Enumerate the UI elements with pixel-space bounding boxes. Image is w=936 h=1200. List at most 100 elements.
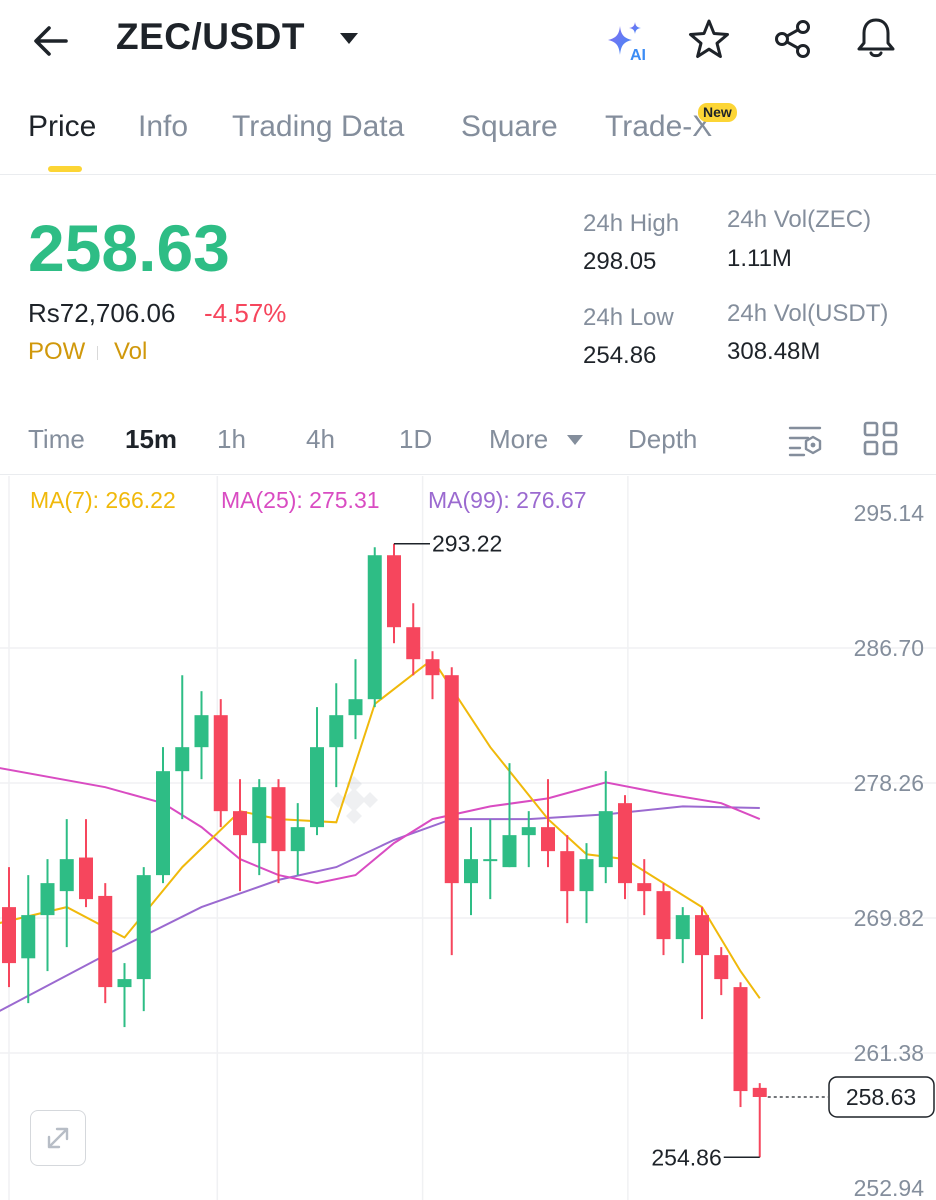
candle xyxy=(675,907,690,964)
change-percent: -4.57% xyxy=(204,298,287,328)
candle xyxy=(618,795,632,900)
candle xyxy=(752,1083,767,1158)
ma25-label: MA(25): 275.31 xyxy=(221,487,380,513)
divider xyxy=(0,474,936,475)
ma7-label: MA(7): 266.22 xyxy=(30,487,176,513)
fiat-price: Rs72,706.06 xyxy=(28,298,176,328)
candle xyxy=(271,779,286,884)
candle xyxy=(560,835,575,924)
candle-body xyxy=(502,835,517,868)
share-icon[interactable] xyxy=(770,16,816,62)
pair-selector[interactable]: ZEC/USDT xyxy=(116,16,305,57)
candle-body xyxy=(598,811,613,868)
tab-price[interactable]: Price xyxy=(28,110,97,143)
candle xyxy=(425,651,440,700)
candle xyxy=(502,763,517,868)
candlestick-chart[interactable]: 293.22 254.86 258.63 295.14 286.70 278.26 269… xyxy=(0,476,936,1200)
divider xyxy=(0,174,936,175)
candle-body xyxy=(656,891,671,940)
indicator-settings-icon[interactable] xyxy=(786,420,826,460)
candle xyxy=(290,803,305,876)
tab-info[interactable]: Info xyxy=(138,110,189,143)
star-icon[interactable] xyxy=(686,16,732,62)
expand-icon xyxy=(47,1127,69,1149)
candle xyxy=(733,982,748,1108)
tf-15m[interactable]: 15m xyxy=(125,424,178,454)
candle-body xyxy=(521,827,536,836)
candle xyxy=(156,747,170,884)
candle-body xyxy=(733,987,748,1092)
candle xyxy=(714,947,729,996)
candle xyxy=(637,859,652,916)
candle-body xyxy=(425,659,440,676)
candle xyxy=(598,771,613,884)
tab-square[interactable]: Square xyxy=(461,110,558,143)
candle-body xyxy=(714,955,729,980)
candle-body xyxy=(194,715,209,748)
fullscreen-button[interactable] xyxy=(30,1110,86,1166)
tag-pow[interactable]: POW xyxy=(28,338,86,365)
tag-separator xyxy=(97,346,98,360)
stat-high-value: 298.05 xyxy=(583,248,657,275)
ai-label: AI xyxy=(630,47,646,64)
tf-4h[interactable]: 4h xyxy=(306,424,335,454)
tab-trade-x[interactable]: Trade-X xyxy=(605,110,713,143)
candle xyxy=(79,819,93,908)
stat-vol-base-value: 1.11M xyxy=(727,245,792,272)
last-price: 258.63 xyxy=(28,211,230,285)
tab-trading-data[interactable]: Trading Data xyxy=(232,110,405,143)
candle xyxy=(444,667,459,956)
back-arrow-icon[interactable] xyxy=(28,18,74,64)
tf-time[interactable]: Time xyxy=(28,424,85,454)
candle xyxy=(521,811,536,868)
candle-body xyxy=(367,555,382,700)
ai-sparkle-icon[interactable]: AI xyxy=(600,18,652,64)
stat-vol-quote-label: 24h Vol(USDT) xyxy=(727,300,889,327)
candle xyxy=(387,543,401,644)
layout-grid-icon[interactable] xyxy=(862,420,900,458)
candle-body xyxy=(213,715,228,812)
candle-body xyxy=(695,915,709,956)
ma99-label: MA(99): 276.67 xyxy=(428,487,587,513)
stat-low-value: 254.86 xyxy=(583,342,657,369)
candle-body xyxy=(329,715,344,748)
y-tick-label: 286.70 xyxy=(854,635,924,661)
tf-1h[interactable]: 1h xyxy=(217,424,246,454)
candle-body xyxy=(156,771,170,876)
candle-body xyxy=(40,883,55,916)
y-tick-label: 269.82 xyxy=(854,905,924,931)
candle-body xyxy=(79,857,93,900)
candle-body xyxy=(444,675,459,884)
bell-icon[interactable] xyxy=(852,14,900,62)
candle-body xyxy=(233,811,247,836)
current-price-tag xyxy=(828,1076,935,1118)
tag-vol[interactable]: Vol xyxy=(114,338,148,365)
candle xyxy=(233,779,247,892)
candle xyxy=(117,963,132,1028)
candle xyxy=(194,691,209,780)
candle xyxy=(213,699,228,828)
candle xyxy=(59,819,74,948)
stat-vol-quote-value: 308.48M xyxy=(727,338,821,365)
candle-body xyxy=(21,915,36,959)
watermark xyxy=(330,776,378,824)
stat-low-label: 24h Low xyxy=(583,304,674,331)
candle-body xyxy=(117,979,132,988)
tf-depth[interactable]: Depth xyxy=(628,424,698,454)
candle-body xyxy=(637,883,652,892)
candle xyxy=(40,859,55,972)
candle xyxy=(310,707,324,836)
caret-down-icon[interactable] xyxy=(566,434,584,446)
candle xyxy=(656,883,671,956)
price-markers: 293.22 254.86 258.63 xyxy=(394,531,935,1170)
candle-body xyxy=(618,803,632,884)
chevron-down-icon[interactable] xyxy=(338,30,360,46)
low-marker-label: 254.86 xyxy=(651,1144,721,1170)
candle xyxy=(98,883,113,1004)
candle-body xyxy=(310,747,324,828)
candle-body xyxy=(290,827,305,852)
candle xyxy=(252,779,267,876)
tf-more[interactable]: More xyxy=(489,424,549,454)
tf-1d[interactable]: 1D xyxy=(399,424,433,454)
candle-body xyxy=(675,915,690,940)
